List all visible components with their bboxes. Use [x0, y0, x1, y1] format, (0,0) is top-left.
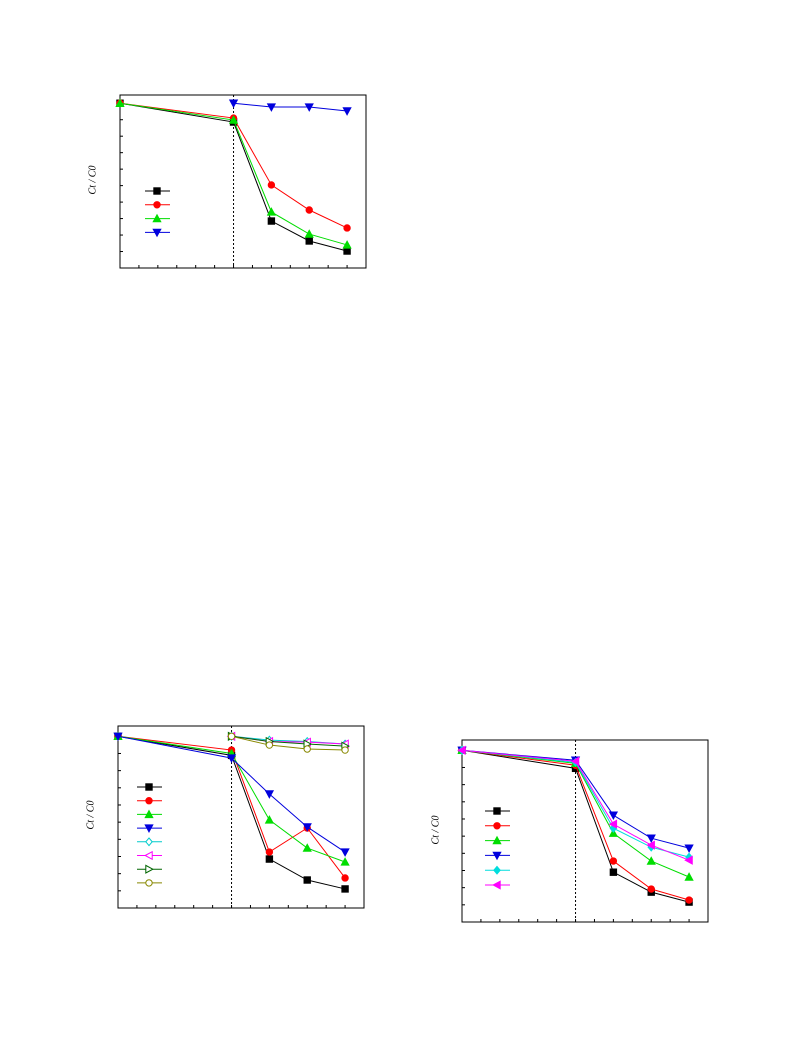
data-point: [684, 872, 694, 881]
data-point: [646, 840, 655, 850]
legend-marker: [492, 835, 502, 845]
data-point: [113, 732, 123, 742]
plot-frame: [117, 725, 365, 909]
legend-marker: [144, 824, 154, 833]
data-point: [341, 746, 349, 754]
data-point: [228, 115, 239, 124]
legend-marker: [493, 822, 501, 830]
data-point: [304, 229, 314, 238]
data-point: [341, 885, 349, 893]
legend-marker: [152, 228, 162, 238]
data-point: [608, 819, 618, 829]
legend-marker: [152, 213, 162, 223]
data-point: [684, 855, 693, 865]
data-point: [266, 207, 277, 216]
data-point: [609, 857, 618, 865]
data-point: [264, 790, 275, 799]
data-point: [265, 855, 274, 863]
data-point: [265, 741, 274, 749]
y-axis-label: Ct / C0: [430, 816, 441, 845]
data-point: [265, 848, 274, 856]
legend-marker: [144, 850, 153, 861]
legend-marker: [145, 837, 153, 847]
legend-marker: [493, 865, 501, 875]
data-point: [647, 885, 655, 893]
legend-marker: [492, 851, 502, 861]
data-point: [115, 98, 125, 107]
data-point: [646, 834, 656, 844]
data-point: [227, 732, 236, 741]
data-point: [302, 843, 312, 852]
plot-frame: [461, 739, 709, 923]
data-point: [340, 848, 350, 857]
data-point: [305, 237, 313, 245]
data-point: [302, 823, 312, 832]
data-point: [304, 103, 314, 112]
data-point: [267, 181, 276, 189]
data-point: [303, 876, 311, 884]
plot-frame: [119, 94, 367, 269]
data-point: [341, 874, 349, 882]
data-point: [266, 103, 277, 112]
data-point: [609, 868, 618, 876]
data-point: [608, 811, 619, 821]
data-point: [303, 745, 311, 753]
data-point: [267, 217, 276, 225]
data-point: [608, 828, 619, 837]
series-line: [231, 735, 346, 747]
data-point: [343, 247, 351, 255]
y-axis-label: Ct / C0: [87, 166, 98, 195]
series-line: [231, 735, 346, 751]
data-point: [264, 815, 275, 824]
legend-marker: [153, 201, 161, 209]
data-point: [305, 206, 313, 214]
data-point: [684, 844, 694, 854]
legend-marker: [144, 809, 154, 819]
legend-marker: [145, 783, 153, 791]
data-point: [646, 856, 656, 865]
legend-marker: [492, 880, 501, 890]
data-point: [685, 896, 693, 904]
series-line: [233, 102, 348, 112]
data-point: [342, 240, 352, 249]
legend-marker: [493, 807, 501, 815]
legend-marker: [145, 797, 153, 805]
legend-marker: [145, 879, 153, 887]
legend-marker: [145, 864, 154, 874]
data-point: [340, 857, 350, 866]
legend-marker: [153, 187, 161, 195]
data-point: [343, 224, 351, 232]
y-axis-label: Ct / C0: [85, 801, 96, 830]
data-point: [570, 756, 580, 766]
data-point: [228, 99, 239, 109]
data-point: [226, 754, 237, 763]
data-point: [342, 107, 352, 116]
data-point: [457, 745, 466, 755]
